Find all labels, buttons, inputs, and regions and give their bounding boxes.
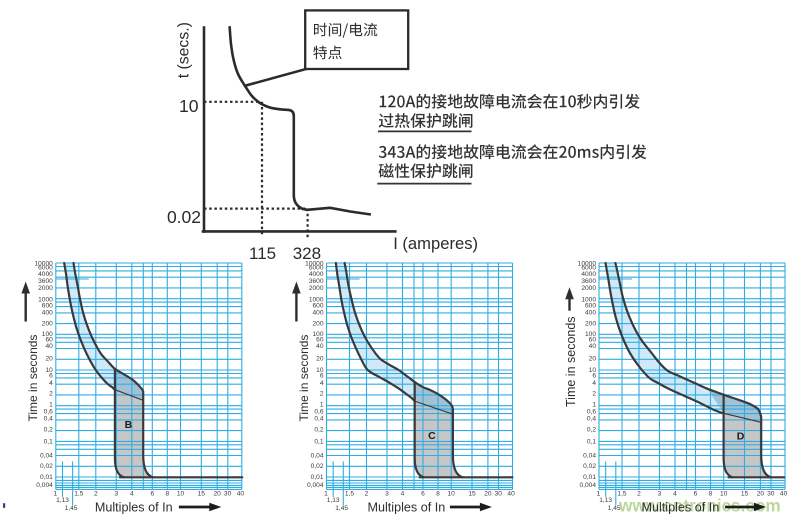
svg-text:Multiples of In: Multiples of In: [642, 500, 720, 514]
svg-text:0.02: 0.02: [167, 207, 201, 227]
svg-text:D: D: [737, 430, 745, 442]
svg-text:10: 10: [179, 96, 199, 116]
svg-text:Time in seconds: Time in seconds: [297, 335, 311, 422]
svg-text:t (secs.): t (secs.): [176, 22, 193, 78]
svg-text:C: C: [428, 430, 436, 442]
svg-text:www.cntronics.com: www.cntronics.com: [618, 496, 781, 516]
svg-text:B: B: [125, 419, 133, 431]
svg-text:I (amperes): I (amperes): [393, 234, 478, 253]
svg-text:Multiples of In: Multiples of In: [95, 500, 173, 514]
svg-text:328: 328: [293, 244, 321, 263]
svg-text:Multiples of In: Multiples of In: [368, 500, 446, 514]
svg-text:Time in seconds: Time in seconds: [26, 335, 40, 422]
svg-text:115: 115: [249, 244, 276, 263]
svg-text:Time in seconds: Time in seconds: [564, 316, 578, 407]
